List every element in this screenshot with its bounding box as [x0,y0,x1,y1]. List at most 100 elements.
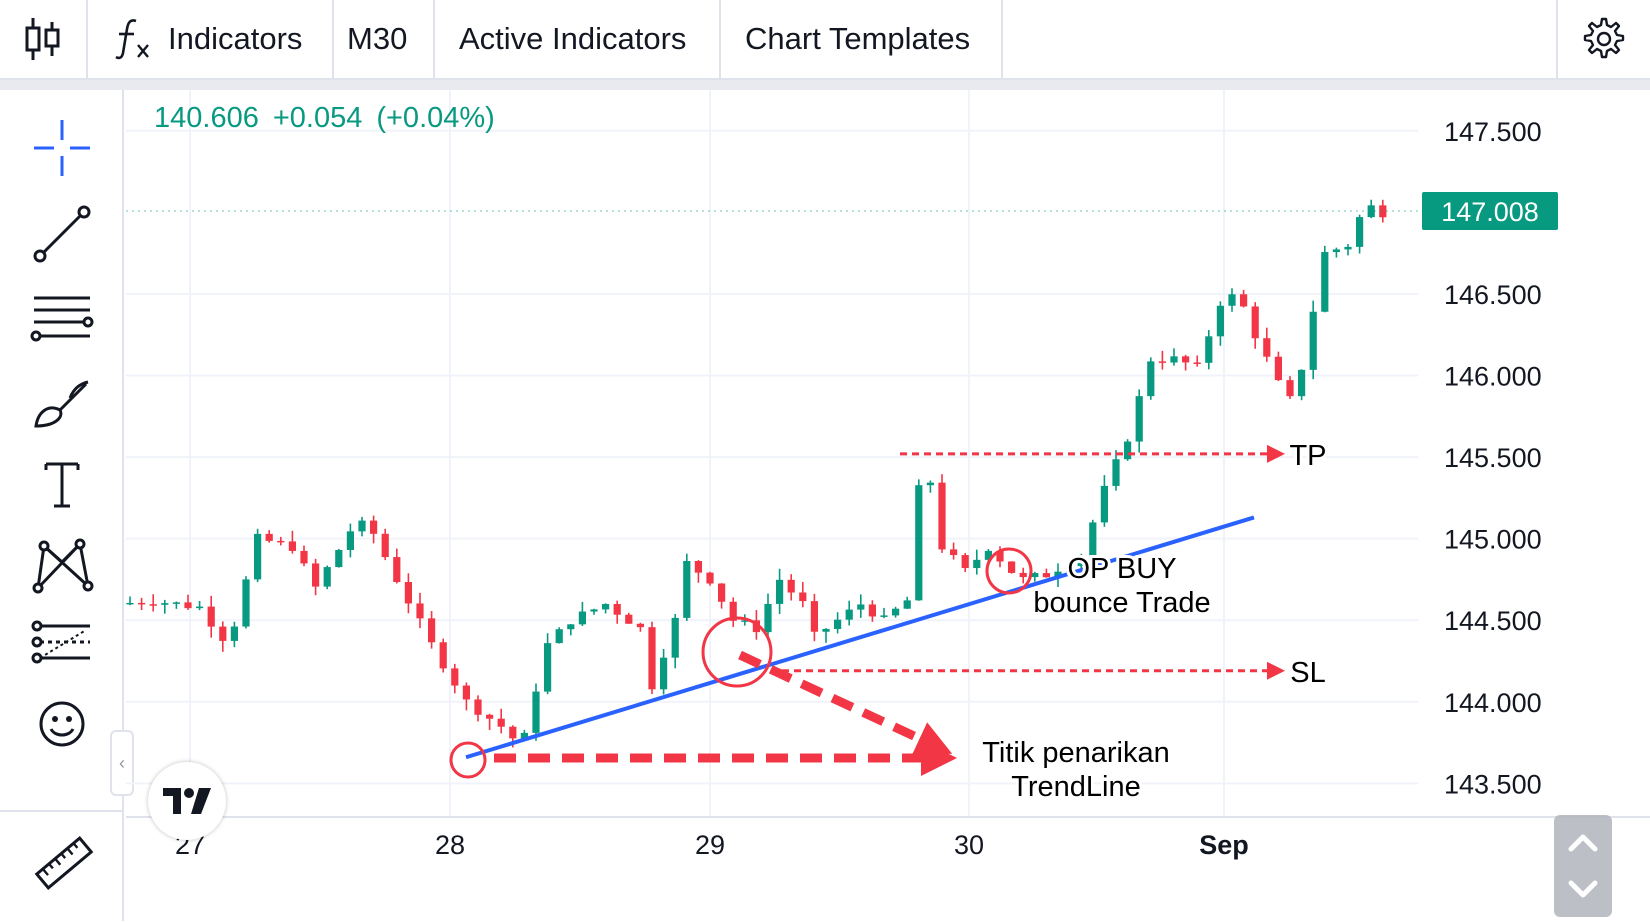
candle-body [1008,561,1016,573]
candle-body [1089,522,1097,557]
toolbar-separator [0,80,1650,90]
axis-layer: 147.500 146.500 146.000 145.500 145.000 144.5… [126,117,1650,860]
candle-body [381,533,389,558]
titik-penarikan-label: Titik penarikan [982,737,1170,769]
prediction-tool[interactable] [24,610,100,678]
candle-body [486,714,494,719]
candle-body [138,602,146,605]
chart-type-button[interactable] [0,0,88,78]
candle-body [265,533,273,541]
candle-body [370,520,378,534]
price-axis-label: 144.500 [1444,606,1542,636]
trend-line-tool[interactable] [24,200,100,268]
candle-body [196,606,204,609]
candle-body [648,627,656,690]
candle-body [903,600,911,609]
candle-body [660,657,668,690]
chart-area[interactable]: TP SL OP BUY bounce Trade Titik penarikan Tre… [126,90,1650,921]
candle-body [1332,249,1340,253]
candle-body [149,604,157,606]
candle-body [1147,361,1155,397]
price-axis-label: 147.500 [1444,117,1542,147]
fib-levels-tool[interactable] [24,286,100,354]
candle-body [671,617,679,658]
candle-body [973,559,981,569]
time-axis-label: 28 [435,830,465,860]
candle-body [706,572,714,584]
measure-tool[interactable] [24,830,100,898]
text-t-icon [44,462,80,508]
candle-body [915,485,923,601]
candle-body [1124,441,1132,460]
chart-templates-button[interactable]: Chart Templates [721,0,1003,78]
pattern-tool[interactable] [24,530,100,598]
candle-body [926,482,934,486]
candle-body [346,531,354,551]
candle-body [567,624,575,630]
bounce-trade-label: bounce Trade [1033,587,1210,619]
chevron-up-down-icon [1568,834,1598,898]
candle-body [752,620,760,633]
candlestick-icon [25,18,60,60]
candle-body [1182,356,1190,363]
price-axis-label: 144.000 [1444,688,1542,718]
active-indicators-button[interactable]: Active Indicators [435,0,721,78]
arrow-to-label-diagonal [738,650,953,755]
candle-body [532,691,540,733]
candle-body [822,628,830,632]
chart-templates-label: Chart Templates [745,21,971,56]
candle-body [509,726,517,739]
timeframe-button[interactable]: M30 [334,0,435,78]
candle-body [242,579,250,627]
scale-scroll-button[interactable] [1554,815,1612,917]
time-axis-label: 29 [695,830,725,860]
toolbar-divider [0,810,122,812]
candle-body [880,615,888,617]
candle-body [1042,573,1050,578]
candle-body [868,604,876,617]
bounce-point-circle [985,547,1033,595]
tradingview-logo[interactable] [148,762,226,840]
candle-body [1135,396,1143,442]
candle-body [1112,459,1120,486]
brush-tool[interactable] [24,370,100,438]
time-axis-label: 30 [954,830,984,860]
candle-body [845,609,853,620]
pattern-icon [32,538,94,594]
candle-body [544,643,552,692]
candle-body [741,620,749,622]
candle-body [462,685,470,700]
candle-body [950,549,958,556]
drawing-toolbar [0,90,124,921]
trendline-label: TrendLine [1011,771,1141,803]
time-axis-label: Sep [1199,830,1249,860]
candle-body [497,718,505,727]
smiley-icon [39,701,85,747]
candle-body [439,642,447,669]
last-price-badge [1422,192,1558,231]
touch-point-circle [701,616,773,688]
legend-price: 140.606 [154,102,259,134]
candle-body [764,603,772,633]
candle-body [613,604,621,615]
crosshair-tool[interactable] [24,114,100,182]
collapse-toolbar-button[interactable]: ‹ [110,730,134,796]
candle-body [172,602,180,604]
candle-body [1286,380,1294,397]
emoji-tool[interactable] [24,690,100,758]
text-tool[interactable] [24,450,100,518]
candle-body [1019,572,1027,578]
gear-icon [1583,17,1625,59]
trend-line-icon [33,205,91,263]
candle-body [428,618,436,643]
candle-body [683,560,691,618]
indicators-label: Indicators [168,21,303,56]
price-axis-label: 146.500 [1444,280,1542,310]
settings-button[interactable] [1556,0,1650,78]
candle-body [892,608,900,616]
candle-body [277,540,285,543]
candle-body [984,550,992,560]
indicators-button[interactable]: Indicators [88,0,334,78]
candle-body [1031,573,1039,578]
